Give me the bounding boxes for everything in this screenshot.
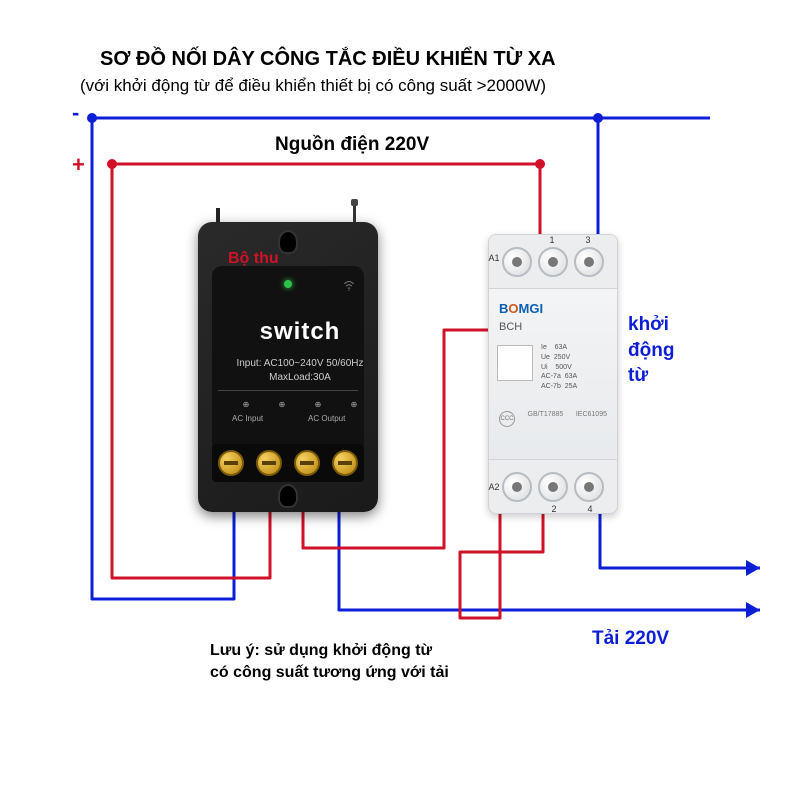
wifi-icon <box>342 278 356 292</box>
terminal-row <box>212 444 364 482</box>
ct-term-1 <box>538 247 568 277</box>
diagram-subtitle: (với khởi động từ để điều khiển thiết bị… <box>80 76 546 96</box>
contactor-device: A1 1 3 BOMGI BCH Ie 63A Ue 250V Ui 500V … <box>488 234 618 514</box>
contactor-brand: BOMGI <box>499 301 543 316</box>
contactor-model: BCH <box>499 321 522 333</box>
mount-hole-top <box>278 230 298 254</box>
ct-term-A1 <box>502 247 532 277</box>
contactor-cert: CCC GB/T17885 IEC61095 <box>499 411 607 427</box>
receiver-label: Bộ thu <box>228 250 279 268</box>
antenna-right <box>353 204 356 222</box>
diagram-title: SƠ ĐỒ NỐI DÂY CÔNG TẮC ĐIỀU KHIỂN TỪ XA <box>100 48 556 71</box>
switch-brand: switch <box>210 318 390 346</box>
antenna-left <box>216 208 220 222</box>
minus-label: - <box>72 100 79 126</box>
ccc-icon: CCC <box>499 411 515 427</box>
contactor-specbox <box>497 345 533 381</box>
terminal-symbols: ⊕ ⊕ ⊕ ⊕ <box>210 400 390 409</box>
ct-term-3 <box>574 247 604 277</box>
contactor-bottom-terminals: A2 2 4 <box>489 459 617 513</box>
ct-term-2 <box>538 472 568 502</box>
status-led <box>284 280 292 288</box>
load-label: Tải 220V <box>592 628 669 650</box>
contactor-top-terminals: A1 1 3 <box>489 235 617 289</box>
switch-spec-input: Input: AC100~240V 50/60Hz <box>210 358 390 369</box>
note-line1: Lưu ý: sử dụng khởi động từ <box>210 642 432 660</box>
switch-spec-load: MaxLoad:30A <box>210 372 390 383</box>
terminal-L-in <box>218 450 244 476</box>
ct-term-A2 <box>502 472 532 502</box>
source-label: Nguồn điện 220V <box>275 134 429 156</box>
divider-line <box>218 390 358 391</box>
switch-device: switch Input: AC100~240V 50/60Hz MaxLoad… <box>198 222 378 512</box>
mount-hole-bottom <box>278 484 298 508</box>
terminal-labels: AC Input AC Output <box>210 414 390 423</box>
terminal-N-out <box>332 450 358 476</box>
ct-term-4 <box>574 472 604 502</box>
terminal-L-out <box>294 450 320 476</box>
note-line2: có công suất tương ứng với tải <box>210 664 449 682</box>
terminal-N-in <box>256 450 282 476</box>
contactor-label: khởi động từ <box>628 312 674 389</box>
plus-label: + <box>72 152 85 178</box>
contactor-specs: Ie 63A Ue 250V Ui 500V AC-7a 63A AC-7b 2… <box>541 343 577 392</box>
